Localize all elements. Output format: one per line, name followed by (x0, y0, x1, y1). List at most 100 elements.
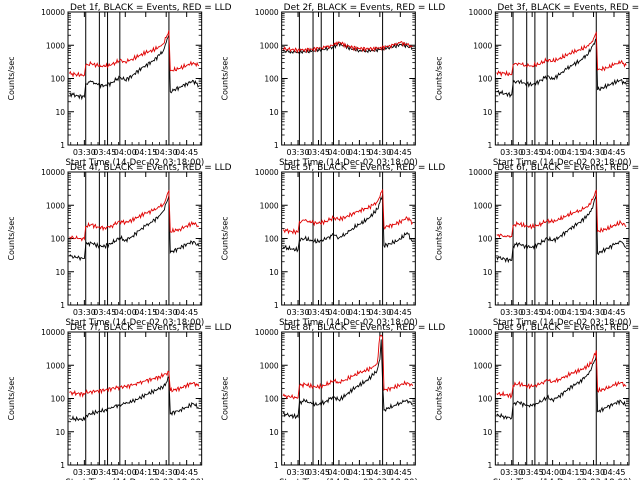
panel-6: Det 6f, BLACK = Events, RED = LLD 1 10 100 1… (434, 163, 640, 328)
panel-7-xtick-label: 03:30 (73, 468, 96, 477)
panel-5-xtick-label: 04:00 (327, 308, 350, 317)
panel-5-xtick-label: 03:45 (307, 308, 330, 317)
panel-5-series-events-line (282, 194, 413, 253)
panel-4-xtick-label: 04:30 (155, 308, 178, 317)
panel-2: Det 2f, BLACK = Events, RED = LLD 1 10 100 1… (221, 3, 446, 168)
panel-5-title: Det 5f, BLACK = Events, RED = LLD (284, 163, 446, 173)
panel-5: Det 5f, BLACK = Events, RED = LLD 1 10 100 1… (221, 163, 446, 328)
panel-9-axes-frame (494, 331, 630, 466)
panel-2-ytick-label: 1000 (260, 41, 279, 50)
panel-4-series-events-line (69, 195, 200, 262)
panel-3-xtick-label: 03:30 (500, 148, 523, 157)
panel-1-xtick-label: 04:15 (134, 148, 157, 157)
panel-6-ytick-label: 100 (478, 235, 493, 244)
panel-6-ylabel: Counts/sec (434, 216, 443, 260)
panel-5-ytick-label: 10000 (255, 168, 279, 177)
panel-7-xtick-label: 04:00 (114, 468, 137, 477)
panel-1-ylabel: Counts/sec (7, 56, 16, 100)
panel-5-ytick-label: 1000 (260, 201, 279, 210)
panel-1-axes-frame (67, 11, 203, 146)
panel-9-xlabel: Start Time (14-Dec-02 03:18:00) (493, 478, 632, 480)
panel-4-ytick-label: 10000 (41, 168, 65, 177)
panel-1-ytick-label: 1000 (46, 41, 65, 50)
panel-4-ytick-label: 10 (55, 268, 65, 277)
panel-9-series-events-line (496, 355, 627, 421)
panel-7-axes-frame (67, 331, 203, 466)
panel-5-xtick-label: 04:45 (389, 308, 412, 317)
panel-7-series-events-line (69, 376, 200, 423)
panel-3-series-lld-line (496, 30, 627, 78)
panel-3-xlabel: Start Time (14-Dec-02 03:18:00) (493, 158, 632, 168)
panel-5-xtick-label: 04:30 (368, 308, 391, 317)
panel-4-ytick-label: 1000 (46, 201, 65, 210)
panel-2-ytick-label: 1 (274, 141, 279, 150)
panel-7-xtick-label: 04:45 (175, 468, 198, 477)
panel-8-xtick-label: 03:45 (307, 468, 330, 477)
panel-4: Det 4f, BLACK = Events, RED = LLD 1 10 100 1… (7, 163, 232, 328)
panel-4-xtick-label: 03:45 (93, 308, 116, 317)
panel-9-ytick-label: 10000 (468, 328, 492, 337)
panel-4-title: Det 4f, BLACK = Events, RED = LLD (70, 163, 232, 173)
panel-7-ytick-label: 1000 (46, 361, 65, 370)
panel-7-title: Det 7f, BLACK = Events, RED = LLD (70, 323, 232, 333)
panel-6-xtick-label: 04:45 (602, 308, 625, 317)
panel-3-ytick-label: 10 (483, 108, 493, 117)
panel-2-xtick-label: 04:00 (327, 148, 350, 157)
panel-8-xtick-label: 04:00 (327, 468, 350, 477)
panel-4-ytick-label: 100 (51, 235, 66, 244)
panel-4-xtick-label: 03:30 (73, 308, 96, 317)
panel-7-ylabel: Counts/sec (7, 376, 16, 420)
panel-6-xtick-label: 03:45 (521, 308, 544, 317)
panel-5-ytick-label: 100 (264, 235, 279, 244)
panel-1-series-events-line (69, 35, 200, 101)
panel-2-xtick-label: 04:45 (389, 148, 412, 157)
panel-2-series-events-line (282, 41, 413, 55)
panel-4-xtick-label: 04:15 (134, 308, 157, 317)
panel-8-ytick-label: 1 (274, 461, 279, 470)
panel-8-series-events-line (282, 339, 413, 420)
panel-8-xtick-label: 04:30 (368, 468, 391, 477)
panel-3-xtick-label: 04:45 (602, 148, 625, 157)
panel-3-xtick-label: 04:00 (541, 148, 564, 157)
panel-6-ytick-label: 1 (488, 301, 493, 310)
panel-2-series-lld-line (282, 40, 413, 54)
panel-8-xtick-label: 03:30 (287, 468, 310, 477)
panel-7-xtick-label: 04:15 (134, 468, 157, 477)
panel-1-ytick-label: 100 (51, 75, 66, 84)
panel-1-xlabel: Start Time (14-Dec-02 03:18:00) (65, 158, 204, 168)
panel-8-axes-frame (281, 331, 416, 466)
panel-1-xtick-label: 04:30 (155, 148, 178, 157)
panel-2-ytick-label: 100 (264, 75, 279, 84)
panel-1: Det 1f, BLACK = Events, RED = LLD 1 10 100 1… (7, 3, 232, 168)
panel-9-xtick-label: 03:45 (521, 468, 544, 477)
panel-3-ylabel: Counts/sec (434, 56, 443, 100)
panel-7-xlabel: Start Time (14-Dec-02 03:18:00) (65, 478, 204, 480)
panel-8: Det 8f, BLACK = Events, RED = LLD 1 10 100 1… (221, 323, 446, 480)
panel-8-ylabel: Counts/sec (221, 376, 230, 420)
panel-4-axes-frame (67, 171, 203, 306)
panel-8-ytick-label: 10000 (255, 328, 279, 337)
panel-1-xtick-label: 04:00 (114, 148, 137, 157)
panel-7-ytick-label: 100 (51, 395, 66, 404)
panel-9: Det 9f, BLACK = Events, RED = LLD 1 10 100 1… (434, 323, 640, 480)
panel-7-ytick-label: 10 (55, 428, 65, 437)
panel-3-ytick-label: 1 (488, 141, 493, 150)
panel-9-xtick-label: 04:15 (562, 468, 585, 477)
panel-3-xtick-label: 04:15 (562, 148, 585, 157)
panel-9-series-lld-line (496, 350, 627, 400)
panel-7-ytick-label: 1 (60, 461, 65, 470)
panel-4-series-lld-line (69, 189, 200, 242)
panel-8-xtick-label: 04:45 (389, 468, 412, 477)
panel-2-xlabel: Start Time (14-Dec-02 03:18:00) (279, 158, 418, 168)
panel-2-title: Det 2f, BLACK = Events, RED = LLD (284, 3, 446, 13)
panel-6-xtick-label: 04:15 (562, 308, 585, 317)
panel-3-ytick-label: 100 (478, 75, 493, 84)
panel-9-ytick-label: 1 (488, 461, 493, 470)
panel-9-ytick-label: 1000 (473, 361, 492, 370)
panel-3-xtick-label: 04:30 (582, 148, 605, 157)
panel-1-ytick-label: 1 (60, 141, 65, 150)
panel-5-xlabel: Start Time (14-Dec-02 03:18:00) (279, 318, 418, 328)
panel-3-series-events-line (496, 37, 627, 99)
panel-4-xtick-label: 04:45 (175, 308, 198, 317)
